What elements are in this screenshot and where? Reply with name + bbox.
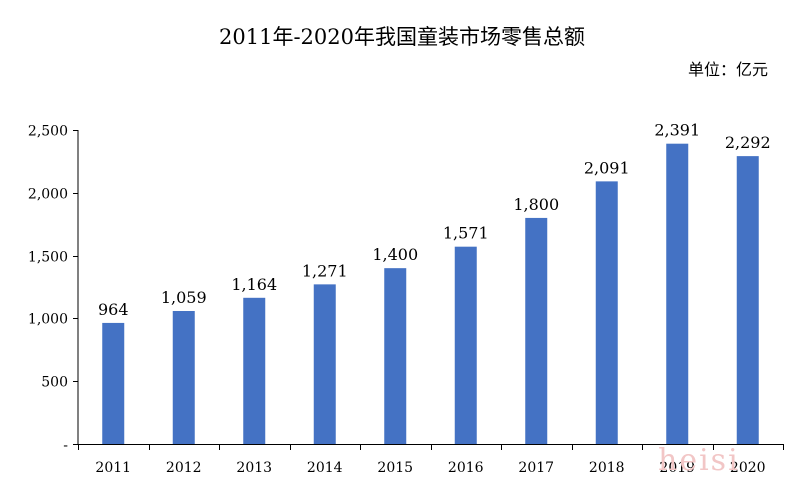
- y-tick-label: 1,500: [28, 250, 68, 266]
- x-axis: 2011 2012 2013 2014 2015 2016 2017 2018 2019 2020: [78, 444, 784, 476]
- data-label-2013: 1,164: [231, 275, 277, 294]
- x-tick-label: 2012: [166, 460, 202, 476]
- x-tick-label: 2016: [448, 460, 484, 476]
- watermark: heisi: [658, 443, 740, 478]
- bar-series: [102, 143, 759, 444]
- bar-2019: [666, 143, 689, 444]
- data-label-2017: 1,800: [513, 195, 559, 214]
- y-tick-label: -: [63, 438, 68, 454]
- unit-label: 单位：亿元: [688, 60, 768, 79]
- bar-2014: [313, 284, 336, 444]
- bar-2017: [525, 217, 548, 444]
- bar-2011: [102, 322, 125, 444]
- data-label-2018: 2,091: [584, 158, 630, 177]
- x-tick-label: 2019: [659, 460, 695, 476]
- bar-2012: [172, 310, 195, 444]
- bar-2018: [595, 181, 618, 444]
- bar-2015: [384, 268, 407, 444]
- watermark-text: heisi: [658, 443, 740, 478]
- x-tick-label: 2013: [236, 460, 272, 476]
- data-label-2015: 1,400: [372, 245, 418, 264]
- bar-2016: [454, 246, 477, 444]
- data-label-2020: 2,292: [725, 133, 771, 152]
- x-tick-label: 2018: [589, 460, 625, 476]
- data-label-2012: 1,059: [161, 288, 207, 307]
- x-tick-label: 2017: [518, 460, 554, 476]
- x-tick-label: 2015: [377, 460, 413, 476]
- data-label-2016: 1,571: [443, 224, 489, 243]
- data-label-2011: 964: [98, 300, 129, 319]
- chart-title: 2011年-2020年我国童装市场零售总额: [219, 25, 585, 49]
- bar-2020: [736, 156, 759, 444]
- y-tick-label: 2,000: [28, 187, 68, 203]
- data-label-2019: 2,391: [654, 121, 700, 140]
- x-tick-label: 2011: [95, 460, 131, 476]
- x-tick-label: 2014: [307, 460, 343, 476]
- y-tick-label: 2,500: [28, 124, 68, 140]
- bar-2013: [243, 297, 266, 444]
- data-label-2014: 1,271: [302, 261, 348, 280]
- y-tick-label: 1,000: [28, 312, 68, 328]
- y-tick-label: 500: [41, 375, 68, 391]
- x-tick-label: 2020: [730, 460, 766, 476]
- data-labels: 964 1,059 1,164 1,271 1,400 1,571 1,800 2,091 2,…: [98, 121, 771, 319]
- y-axis: - 500 1,000 1,500 2,000 2,500: [28, 124, 79, 454]
